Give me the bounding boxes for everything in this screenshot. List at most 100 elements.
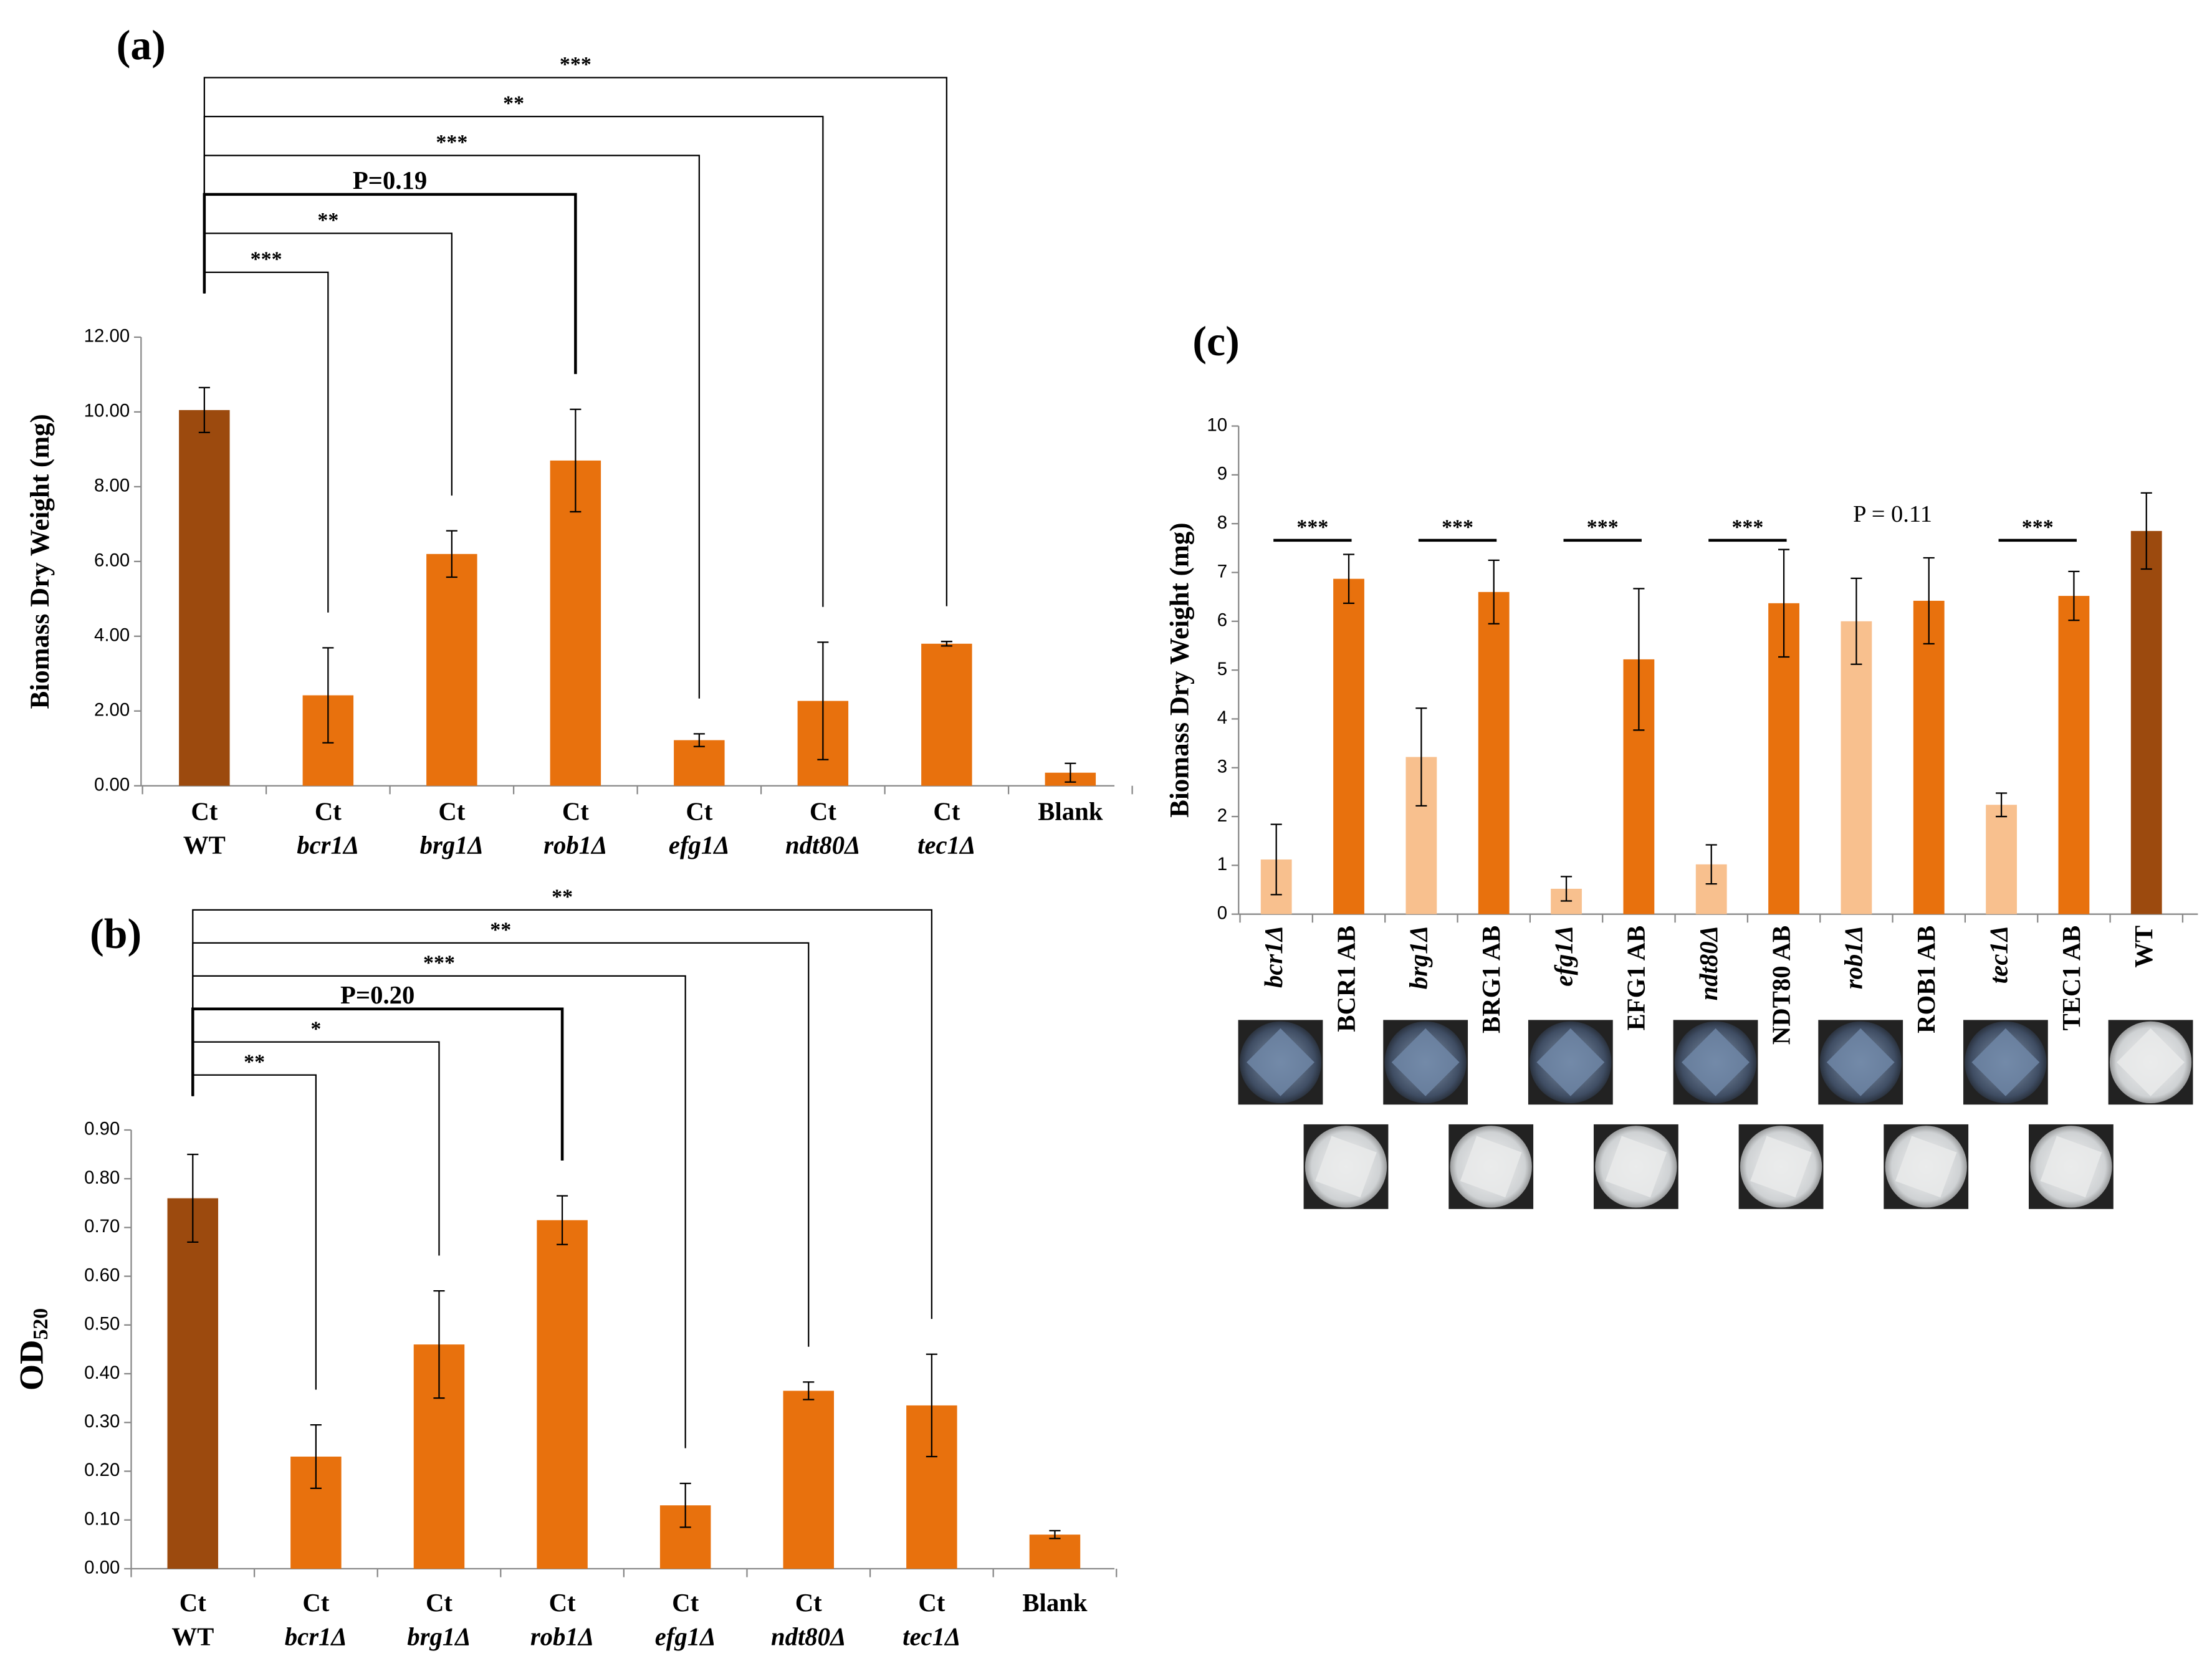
- y-tick-label: 7: [1217, 561, 1227, 582]
- x-tick-label: Ct: [191, 797, 218, 825]
- bar: [1478, 591, 1510, 914]
- x-tick-label: Ct: [672, 1589, 699, 1617]
- x-tick-label: EFG1 AB: [1622, 926, 1650, 1031]
- pair-significance-label: P = 0.11: [1853, 501, 1932, 527]
- y-tick-label: 0.40: [84, 1362, 120, 1383]
- significance-label: P=0.19: [353, 166, 427, 194]
- x-tick-label: Ct: [810, 797, 836, 825]
- y-tick-label: 5: [1217, 659, 1227, 679]
- pair-significance-label: ***: [1731, 516, 1763, 539]
- y-tick-label: 0: [1217, 903, 1227, 923]
- y-tick-label: 10: [1207, 414, 1227, 435]
- y-tick-label: 4.00: [94, 625, 130, 646]
- well-photo-membrane: [1391, 1028, 1460, 1096]
- well-photo-membrane: [1605, 1136, 1667, 1198]
- x-tick-label: Ct: [180, 1589, 206, 1617]
- significance-label: ***: [423, 952, 455, 975]
- bar: [674, 740, 725, 786]
- significance-label: **: [503, 92, 524, 115]
- significance-bracket: [203, 193, 577, 375]
- significance-label: ***: [560, 53, 591, 76]
- significance-label: *: [310, 1017, 321, 1040]
- significance-label: **: [244, 1050, 265, 1073]
- well-photo-membrane: [1247, 1028, 1314, 1096]
- well-photo-membrane: [1315, 1136, 1377, 1198]
- well-photo-membrane: [1750, 1136, 1812, 1198]
- pair-significance-label: ***: [1587, 516, 1619, 539]
- bar: [1029, 1535, 1081, 1569]
- x-tick-label: Ct: [315, 797, 342, 825]
- y-tick-label: 10.00: [84, 401, 130, 421]
- significance-bracket: [192, 909, 932, 1319]
- x-tick-label: Ct: [426, 1589, 452, 1617]
- x-tick-label: ndt80Δ: [1695, 926, 1723, 1001]
- y-tick-label: 6.00: [94, 550, 130, 571]
- pair-significance-label: ***: [2022, 516, 2054, 539]
- y-tick-label: 3: [1217, 757, 1227, 777]
- x-tick-label: Ct: [918, 1589, 945, 1617]
- x-tick-label: efg1Δ: [655, 1622, 716, 1650]
- well-photo-membrane: [1682, 1028, 1750, 1096]
- x-tick-label: efg1Δ: [1549, 926, 1578, 987]
- x-tick-label: tec1Δ: [1985, 926, 2013, 984]
- y-axis-label-text: OD: [13, 1340, 50, 1391]
- significance-label: ***: [251, 248, 282, 271]
- bar: [537, 1220, 588, 1569]
- x-tick-label: bcr1Δ: [285, 1622, 347, 1650]
- x-tick-label: ndt80Δ: [785, 831, 861, 859]
- x-tick-label: WT: [183, 831, 226, 859]
- y-tick-label: 1: [1217, 854, 1227, 874]
- y-tick-label: 0.30: [84, 1411, 120, 1432]
- bar: [1333, 578, 1364, 914]
- y-tick-label: 0.50: [84, 1314, 120, 1334]
- significance-bracket: [203, 77, 947, 606]
- x-tick-label: brg1Δ: [420, 831, 484, 859]
- y-axis-label: Biomass Dry Weight (mg): [26, 414, 55, 709]
- y-axis-label-sub: 520: [29, 1308, 52, 1340]
- y-tick-label: 4: [1217, 707, 1227, 728]
- y-tick-label: 9: [1217, 464, 1227, 484]
- x-tick-label: Ct: [438, 797, 465, 825]
- y-axis-label-text: Biomass Dry Weight (mg): [1166, 522, 1195, 817]
- x-tick-label: Ct: [562, 797, 589, 825]
- y-tick-label: 2: [1217, 805, 1227, 826]
- bar: [550, 460, 601, 786]
- bar: [167, 1198, 219, 1569]
- x-tick-label: BCR1 AB: [1332, 926, 1360, 1032]
- x-tick-label: Ct: [686, 797, 712, 825]
- x-tick-label: rob1Δ: [543, 831, 608, 859]
- y-tick-label: 6: [1217, 610, 1227, 631]
- y-tick-label: 8: [1217, 512, 1227, 533]
- x-tick-label: BRG1 AB: [1477, 926, 1505, 1033]
- x-tick-label: bcr1Δ: [297, 831, 359, 859]
- x-tick-label: efg1Δ: [669, 831, 730, 859]
- x-tick-label: rob1Δ: [530, 1622, 595, 1650]
- panel-label: (b): [90, 910, 141, 957]
- panel-label: (a): [117, 21, 166, 69]
- y-tick-label: 0.80: [84, 1167, 120, 1188]
- bar: [1986, 805, 2017, 914]
- x-tick-label: ndt80Δ: [771, 1622, 846, 1650]
- x-tick-label: Blank: [1038, 797, 1103, 825]
- x-tick-label: brg1Δ: [1405, 926, 1433, 990]
- x-tick-label: WT: [2130, 926, 2158, 968]
- x-tick-label: Ct: [795, 1589, 822, 1617]
- x-tick-label: Ct: [933, 797, 960, 825]
- y-axis-label: Biomass Dry Weight (mg): [1166, 522, 1195, 817]
- x-tick-label: tec1Δ: [917, 831, 975, 859]
- x-tick-label: ROB1 AB: [1912, 926, 1940, 1033]
- well-photo-membrane: [1971, 1028, 2040, 1096]
- significance-bracket: [203, 115, 824, 607]
- y-tick-label: 0.10: [84, 1508, 120, 1529]
- bar: [2130, 530, 2162, 914]
- y-tick-label: 8.00: [94, 476, 130, 496]
- x-tick-label: NDT80 AB: [1767, 926, 1795, 1045]
- significance-bracket: [192, 942, 810, 1347]
- y-tick-label: 12.00: [84, 326, 130, 347]
- y-tick-label: 0.60: [84, 1265, 120, 1285]
- significance-label: **: [552, 886, 573, 909]
- bar: [921, 643, 972, 786]
- well-photo-membrane: [2040, 1136, 2102, 1198]
- significance-label: P=0.20: [340, 981, 414, 1009]
